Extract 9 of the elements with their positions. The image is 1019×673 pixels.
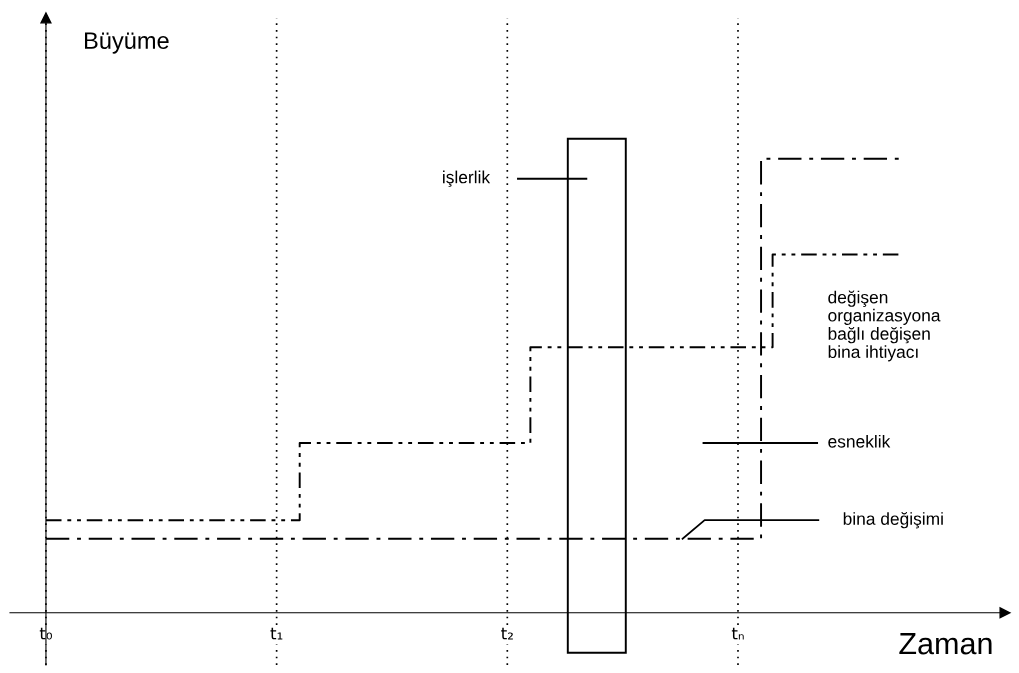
x-tick-label: tₙ — [731, 627, 744, 640]
x-tick-label: t₁ — [270, 627, 283, 640]
annotation: bina değişimi — [843, 511, 943, 529]
annotation: esneklik — [828, 434, 891, 448]
x-tick-label: t₂ — [501, 627, 513, 640]
text: değişen organizasyona bağlı değişen bina ihtiyacı — [828, 290, 941, 362]
x-axis-title: Zaman — [899, 633, 992, 655]
y-axis-title: Büyüme — [85, 32, 169, 54]
annotation: işlerlik — [443, 170, 491, 187]
